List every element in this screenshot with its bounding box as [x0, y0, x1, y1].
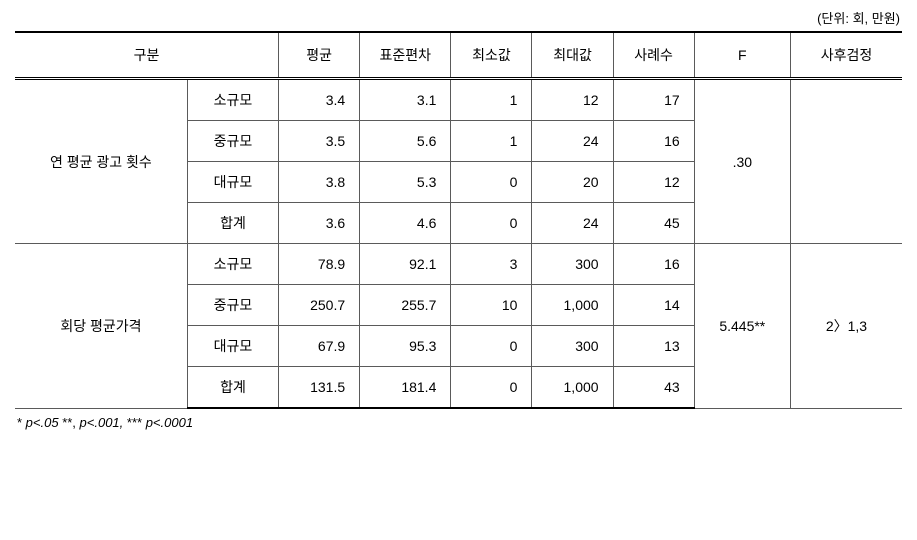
- cell-max: 20: [532, 162, 613, 203]
- cell-max: 24: [532, 203, 613, 244]
- section-label: 연 평균 광고 횟수: [15, 79, 187, 244]
- stats-table: 구분 평균 표준편차 최소값 최대값 사례수 F 사후검정 연 평균 광고 횟수…: [15, 31, 902, 409]
- header-gubun: 구분: [15, 32, 279, 79]
- cell-avg: 67.9: [279, 326, 360, 367]
- cell-avg: 3.6: [279, 203, 360, 244]
- cell-avg: 3.8: [279, 162, 360, 203]
- cell-min: 1: [451, 79, 532, 121]
- footnote-star2: **,: [62, 415, 76, 430]
- cell-max: 300: [532, 326, 613, 367]
- sub-label: 소규모: [187, 79, 278, 121]
- cell-min: 0: [451, 203, 532, 244]
- cell-max: 1,000: [532, 367, 613, 409]
- cell-n: 16: [613, 121, 694, 162]
- header-avg: 평균: [279, 32, 360, 79]
- cell-f: .30: [694, 79, 790, 244]
- cell-std: 4.6: [360, 203, 451, 244]
- cell-min: 10: [451, 285, 532, 326]
- cell-max: 24: [532, 121, 613, 162]
- cell-f: 5.445**: [694, 244, 790, 409]
- sub-label: 대규모: [187, 326, 278, 367]
- cell-std: 3.1: [360, 79, 451, 121]
- table-row: 회당 평균가격 소규모 78.9 92.1 3 300 16 5.445** 2…: [15, 244, 902, 285]
- cell-min: 1: [451, 121, 532, 162]
- cell-post: [790, 79, 902, 244]
- cell-min: 0: [451, 162, 532, 203]
- footnote-p3: p<.0001: [142, 415, 193, 430]
- section-label: 회당 평균가격: [15, 244, 187, 409]
- cell-n: 17: [613, 79, 694, 121]
- header-std: 표준편차: [360, 32, 451, 79]
- cell-n: 43: [613, 367, 694, 409]
- sub-label: 중규모: [187, 285, 278, 326]
- cell-min: 0: [451, 367, 532, 409]
- cell-n: 14: [613, 285, 694, 326]
- cell-std: 92.1: [360, 244, 451, 285]
- cell-max: 1,000: [532, 285, 613, 326]
- sub-label: 소규모: [187, 244, 278, 285]
- cell-n: 45: [613, 203, 694, 244]
- footnote-p2: p<.001,: [76, 415, 127, 430]
- cell-std: 255.7: [360, 285, 451, 326]
- table-row: 연 평균 광고 횟수 소규모 3.4 3.1 1 12 17 .30: [15, 79, 902, 121]
- cell-avg: 3.5: [279, 121, 360, 162]
- cell-max: 300: [532, 244, 613, 285]
- cell-avg: 131.5: [279, 367, 360, 409]
- table-header-row: 구분 평균 표준편차 최소값 최대값 사례수 F 사후검정: [15, 32, 902, 79]
- sub-label: 합계: [187, 367, 278, 409]
- cell-avg: 3.4: [279, 79, 360, 121]
- footnote: * p<.05 **, p<.001, *** p<.0001: [15, 415, 902, 430]
- sub-label: 중규모: [187, 121, 278, 162]
- header-n: 사례수: [613, 32, 694, 79]
- header-max: 최대값: [532, 32, 613, 79]
- cell-std: 95.3: [360, 326, 451, 367]
- cell-n: 13: [613, 326, 694, 367]
- cell-avg: 250.7: [279, 285, 360, 326]
- cell-post: 2〉1,3: [790, 244, 902, 409]
- cell-min: 3: [451, 244, 532, 285]
- cell-std: 181.4: [360, 367, 451, 409]
- cell-n: 16: [613, 244, 694, 285]
- unit-label: (단위: 회, 만원): [15, 8, 902, 27]
- header-min: 최소값: [451, 32, 532, 79]
- cell-std: 5.6: [360, 121, 451, 162]
- cell-avg: 78.9: [279, 244, 360, 285]
- header-f: F: [694, 32, 790, 79]
- cell-max: 12: [532, 79, 613, 121]
- cell-std: 5.3: [360, 162, 451, 203]
- footnote-star3: ***: [127, 415, 142, 430]
- sub-label: 합계: [187, 203, 278, 244]
- footnote-p1: p<.05: [22, 415, 62, 430]
- cell-n: 12: [613, 162, 694, 203]
- sub-label: 대규모: [187, 162, 278, 203]
- header-post: 사후검정: [790, 32, 902, 79]
- cell-min: 0: [451, 326, 532, 367]
